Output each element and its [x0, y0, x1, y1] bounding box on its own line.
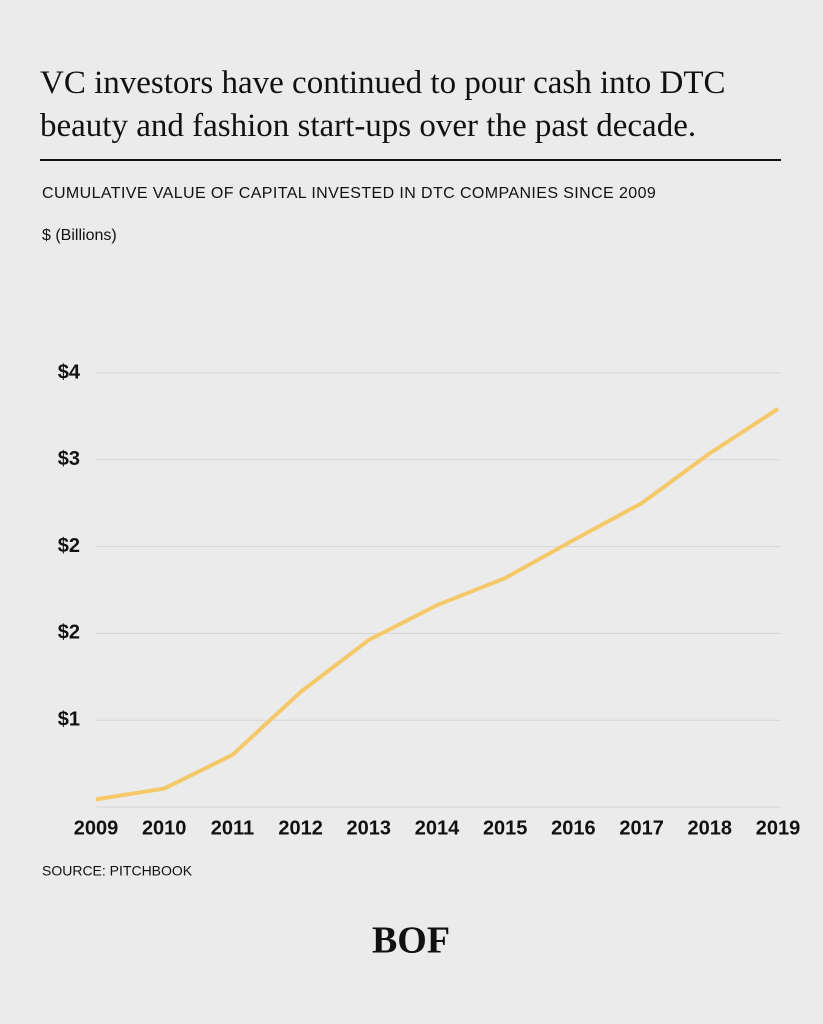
x-tick-label: 2009	[74, 817, 119, 839]
x-tick-label: 2017	[619, 817, 664, 839]
chart-title: VC investors have continued to pour cash…	[40, 65, 726, 144]
y-axis-label: $ (Billions)	[42, 227, 117, 244]
y-tick-label: $4	[58, 361, 81, 383]
y-tick-label: $3	[58, 448, 80, 470]
x-tick-label: 2014	[415, 817, 460, 839]
x-tick-label: 2016	[551, 817, 596, 839]
logo: BOF	[372, 920, 450, 962]
x-tick-label: 2019	[756, 817, 801, 839]
y-tick-label: $2	[58, 622, 80, 644]
subtitle: CUMULATIVE VALUE OF CAPITAL INVESTED IN …	[42, 185, 656, 202]
x-tick-label: 2013	[347, 817, 392, 839]
y-tick-label: $1	[58, 708, 80, 730]
x-tick-label: 2018	[688, 817, 733, 839]
x-tick-label: 2010	[142, 817, 187, 839]
x-tick-label: 2015	[483, 817, 528, 839]
source: SOURCE: PITCHBOOK	[42, 863, 193, 879]
y-tick-label: $2	[58, 535, 80, 557]
x-tick-label: 2011	[211, 817, 254, 839]
x-tick-label: 2012	[278, 817, 323, 839]
line	[95, 407, 780, 802]
